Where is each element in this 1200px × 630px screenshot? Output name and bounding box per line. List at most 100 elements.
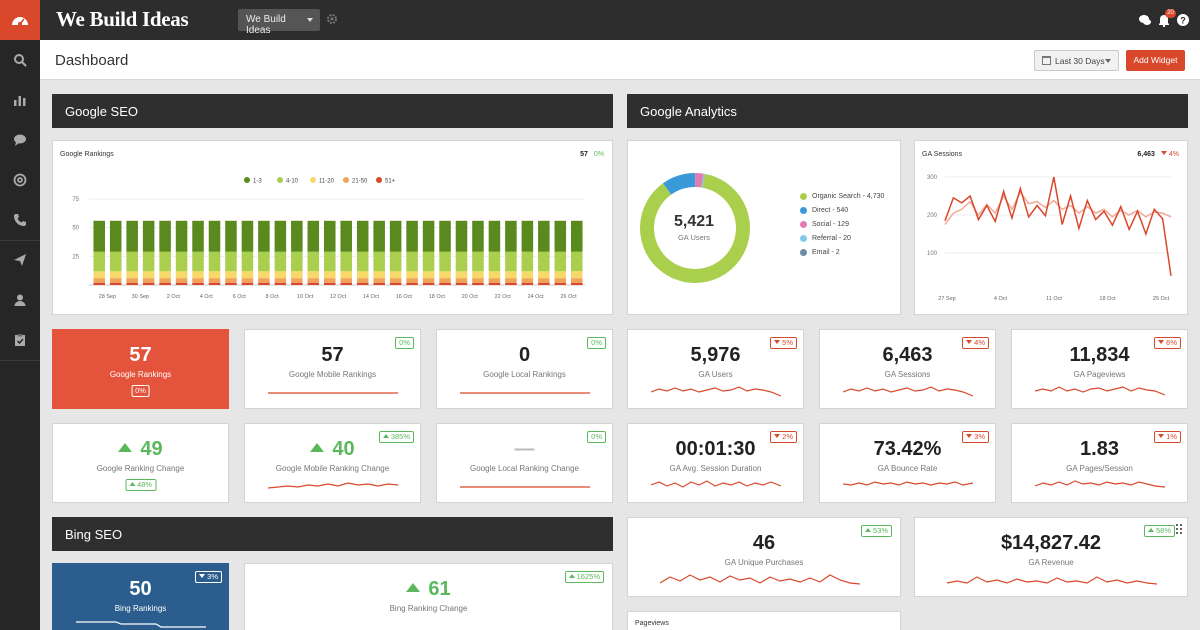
y-tick-label: 100 [927,251,938,257]
bar-segment [373,220,385,252]
sidebar-item-messages[interactable] [0,120,40,160]
bar-segment [340,251,352,272]
bar-segment [488,278,501,283]
change-value: 1625% [576,572,600,581]
bar-segment [439,278,451,283]
help-icon[interactable]: ? [1176,13,1190,27]
change-badge: 48% [124,479,157,491]
google-rankings-widget[interactable]: Google Rankings 57 0% 25 50 75 28 Sep 30 Sep… [52,140,613,315]
bar-segment [472,271,484,279]
bar-segment [225,282,237,285]
ga-pages-per-session-card[interactable]: 1% 1.83 GA Pages/Session [1011,423,1188,503]
google-local-ranking-change-card[interactable]: 0% — Google Local Ranking Change [436,423,613,503]
brand-name[interactable]: We Build Ideas [56,7,189,31]
bar-segment [175,251,188,272]
x-tick-label: 12 Oct [330,294,347,300]
bar-segment [274,278,287,283]
paper-plane-icon [14,254,26,266]
sidebar-item-email[interactable] [0,160,40,200]
bar-segment [373,271,385,279]
ga-sessions-card[interactable]: 4% 6,463 GA Sessions [819,329,996,409]
ga-users-pie-widget[interactable]: 5,421 GA Users Organic Search - 4,730 Dir… [627,140,901,315]
google-ranking-change-card[interactable]: 49 Google Ranking Change 48% [52,423,229,503]
metric-label: GA Revenue [1028,558,1074,567]
bar-segment [538,282,550,285]
down-arrow-icon [1158,434,1165,438]
section-header-google-seo: Google SEO [52,94,613,128]
bar-segment [439,282,451,285]
x-tick-label: 2 Oct [167,294,181,300]
bar-segment [109,282,122,285]
bar-segment [505,220,517,252]
drag-handle-icon[interactable] [1175,523,1184,535]
bar-segment [356,251,369,272]
ga-pageviews-card[interactable]: 6% 11,834 GA Pageviews [1011,329,1188,409]
widget-title: Google Rankings [60,151,114,158]
bar-segment [422,220,435,252]
bar-segment [175,282,188,285]
widget-value: 57 [580,151,588,158]
bell-icon[interactable] [1157,13,1171,27]
sidebar-item-campaigns[interactable] [0,240,40,280]
bar-segment [159,271,171,279]
legend-dot [277,177,283,183]
sparkline [843,386,973,397]
x-tick-label: 22 Oct [495,294,512,300]
pageviews-widget[interactable]: Pageviews [627,611,901,630]
sidebar-item-tasks[interactable] [0,320,40,360]
bar-segment [340,271,352,279]
google-mobile-rankings-card[interactable]: 0% 57 Google Mobile Rankings [244,329,421,409]
ga-unique-purchases-card[interactable]: 53% 46 GA Unique Purchases [627,517,901,597]
ga-bounce-rate-card[interactable]: 3% 73.42% GA Bounce Rate [819,423,996,503]
metric-value: $14,827.42 [1000,532,1102,554]
ga-sessions-widget[interactable]: GA Sessions 6,463 4% 100 200 300 27 Sep 4 Oc… [914,140,1188,315]
date-range-button[interactable]: Last 30 Days [1034,50,1119,71]
sparkline [651,480,781,488]
chat-icon[interactable] [1138,13,1152,27]
google-local-rankings-card[interactable]: 0% 0 Google Local Rankings [436,329,613,409]
down-arrow-icon [966,340,973,344]
sparkline [1035,480,1165,488]
change-badge: 1625% [564,571,604,583]
sidebar-item-calls[interactable] [0,200,40,240]
change-value: 385% [390,432,410,441]
y-tick-label: 300 [927,175,938,181]
metric-value-number: 61 [428,578,451,600]
bar-segment [93,271,105,279]
x-tick-label: 30 Sep [132,294,149,300]
bar-segment [208,278,221,283]
legend-dot [800,235,807,242]
sidebar-item-users[interactable] [0,280,40,320]
change-badge: 3% [195,571,222,583]
x-tick-label: 11 Oct [1046,296,1062,302]
google-mobile-ranking-change-card[interactable]: 385% 40 Google Mobile Ranking Change [244,423,421,503]
bar-segment [142,278,155,283]
add-widget-button[interactable]: Add Widget [1126,50,1185,71]
bar-segment [159,220,171,252]
bar-segment [554,271,567,279]
ga-avg-session-duration-card[interactable]: 2% 00:01:30 GA Avg. Session Duration [627,423,804,503]
sidebar-item-search[interactable] [0,40,40,80]
google-rankings-card[interactable]: 57 Google Rankings 0% [52,329,229,409]
y-tick-label: 200 [927,213,938,219]
bar-segment [258,271,270,279]
gear-icon[interactable] [326,13,338,25]
x-tick-label: 6 Oct [233,294,247,300]
bing-rankings-card[interactable]: 3% 50 Bing Rankings [52,563,229,630]
bar-segment [406,278,418,283]
bar-segment [307,278,320,283]
bar-segment [505,251,517,272]
bar-segment [472,278,484,283]
ga-revenue-card[interactable]: 58% $14,827.42 GA Revenue [914,517,1188,597]
dashboard-icon[interactable] [0,0,40,40]
bing-ranking-change-card[interactable]: 1625% 61 Bing Ranking Change [244,563,613,630]
bar-segment [521,271,534,279]
bar-segment [192,271,204,279]
ga-users-card[interactable]: 5% 5,976 GA Users [627,329,804,409]
bar-segment [488,220,501,252]
chat-bubble-icon [14,134,26,146]
up-arrow-icon [118,443,133,452]
organization-select[interactable]: We Build Ideas [238,9,320,36]
sparkline [460,392,590,394]
sidebar-item-reports[interactable] [0,80,40,120]
